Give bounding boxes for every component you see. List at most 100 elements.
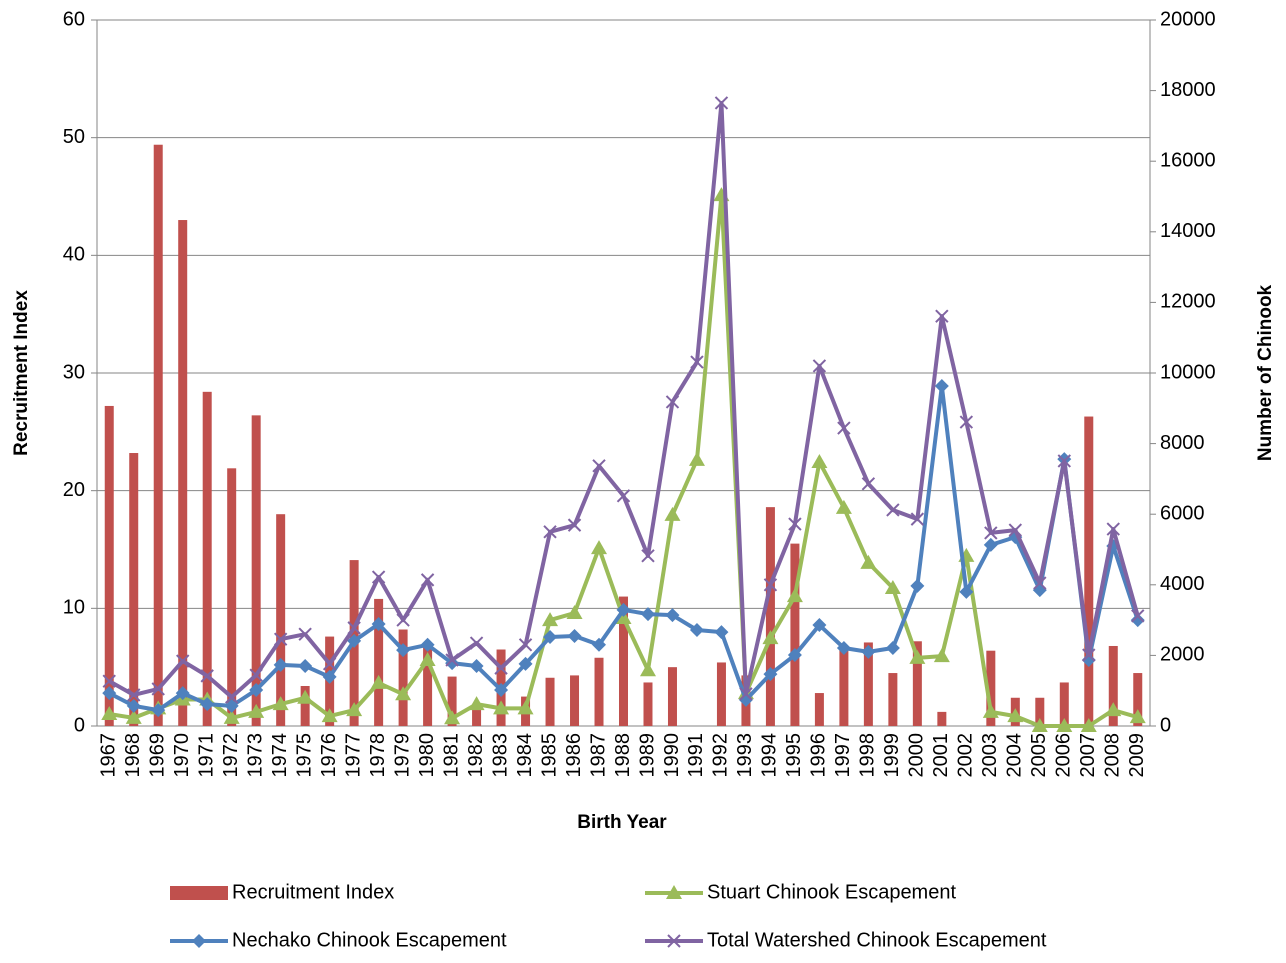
x-tick-label: 1991 [685, 733, 707, 778]
marker [248, 703, 265, 718]
bar [300, 685, 310, 726]
marker [272, 696, 289, 711]
marker [543, 525, 557, 539]
marker [690, 355, 704, 369]
marker [419, 651, 436, 666]
marker [396, 613, 410, 627]
x-tick-label: 1994 [759, 733, 781, 778]
marker [200, 669, 214, 683]
legend-label: Total Watershed Chinook Escapement [707, 929, 1047, 951]
marker [982, 703, 999, 718]
x-tick-label: 2008 [1102, 733, 1124, 778]
x-tick-label: 1997 [832, 733, 854, 778]
legend-swatch [170, 886, 228, 900]
marker [935, 309, 949, 323]
marker [176, 654, 190, 668]
marker [592, 637, 607, 652]
marker [469, 636, 484, 650]
bar [716, 662, 726, 726]
x-tick-label: 1969 [147, 733, 169, 778]
marker [984, 526, 998, 540]
marker [346, 702, 363, 717]
marker [591, 540, 608, 555]
marker [370, 674, 387, 689]
y2-tick-label: 14000 [1160, 220, 1216, 242]
bar [129, 453, 139, 726]
marker [714, 625, 729, 640]
marker [543, 630, 558, 645]
x-tick-label: 1993 [734, 733, 756, 778]
marker [861, 644, 876, 659]
marker [885, 640, 900, 655]
marker [494, 661, 508, 675]
marker [861, 477, 876, 491]
x-axis-title: Birth Year [577, 812, 667, 833]
x-tick-label: 1996 [808, 733, 830, 778]
x-tick-label: 1967 [98, 733, 120, 778]
x-tick-label: 1968 [122, 733, 144, 778]
bar [1108, 645, 1118, 726]
marker [1105, 702, 1122, 717]
marker [615, 609, 632, 624]
y2-tick-label: 20000 [1160, 8, 1216, 30]
marker [1131, 609, 1145, 623]
marker [395, 686, 412, 701]
bar [839, 649, 849, 726]
bar [643, 682, 653, 726]
x-tick-label: 2002 [955, 733, 977, 778]
marker [224, 690, 239, 704]
bar [986, 650, 996, 726]
x-tick-label: 1972 [220, 733, 242, 778]
marker [567, 628, 582, 643]
bar [153, 144, 163, 726]
legend-label: Recruitment Index [232, 881, 394, 903]
marker [371, 616, 386, 631]
marker [102, 674, 116, 688]
marker [322, 657, 337, 671]
x-tick-label: 2009 [1126, 733, 1148, 778]
marker [494, 682, 509, 697]
marker [273, 657, 288, 672]
bar [202, 391, 212, 726]
x-tick-label: 2005 [1028, 733, 1050, 778]
marker [933, 648, 950, 663]
bar [1133, 673, 1143, 726]
x-tick-label: 1990 [661, 733, 683, 778]
marker [224, 698, 239, 713]
x-tick-label: 2004 [1004, 733, 1026, 778]
bar [790, 543, 800, 726]
marker [468, 696, 485, 711]
bar [276, 514, 286, 726]
marker [469, 658, 484, 673]
y2-tick-label: 4000 [1160, 573, 1205, 595]
marker [1080, 718, 1097, 732]
bar [227, 468, 237, 726]
marker [567, 518, 582, 532]
bar [619, 596, 628, 726]
marker [1081, 652, 1096, 667]
marker [126, 698, 141, 713]
marker [125, 709, 142, 724]
marker [518, 638, 533, 652]
y2-tick-label: 18000 [1160, 79, 1216, 101]
marker [641, 549, 655, 563]
y2-tick-label: 16000 [1160, 149, 1216, 171]
bar [1084, 416, 1094, 726]
marker [445, 653, 459, 667]
x-tick-label: 1980 [416, 733, 438, 778]
marker [102, 686, 117, 701]
y2-axis-title: Number of Chinook [1255, 284, 1276, 461]
y2-tick-label: 6000 [1160, 502, 1205, 524]
y2-tick-label: 2000 [1160, 644, 1205, 666]
y2-tick-label: 8000 [1160, 432, 1205, 454]
marker [665, 395, 680, 409]
marker [860, 554, 877, 569]
bar [178, 220, 188, 727]
marker [835, 499, 852, 514]
x-tick-label: 1995 [783, 733, 805, 778]
marker [542, 612, 559, 627]
marker [1031, 718, 1048, 732]
marker [444, 710, 461, 725]
marker [688, 451, 705, 466]
x-tick-label: 1987 [587, 733, 609, 778]
